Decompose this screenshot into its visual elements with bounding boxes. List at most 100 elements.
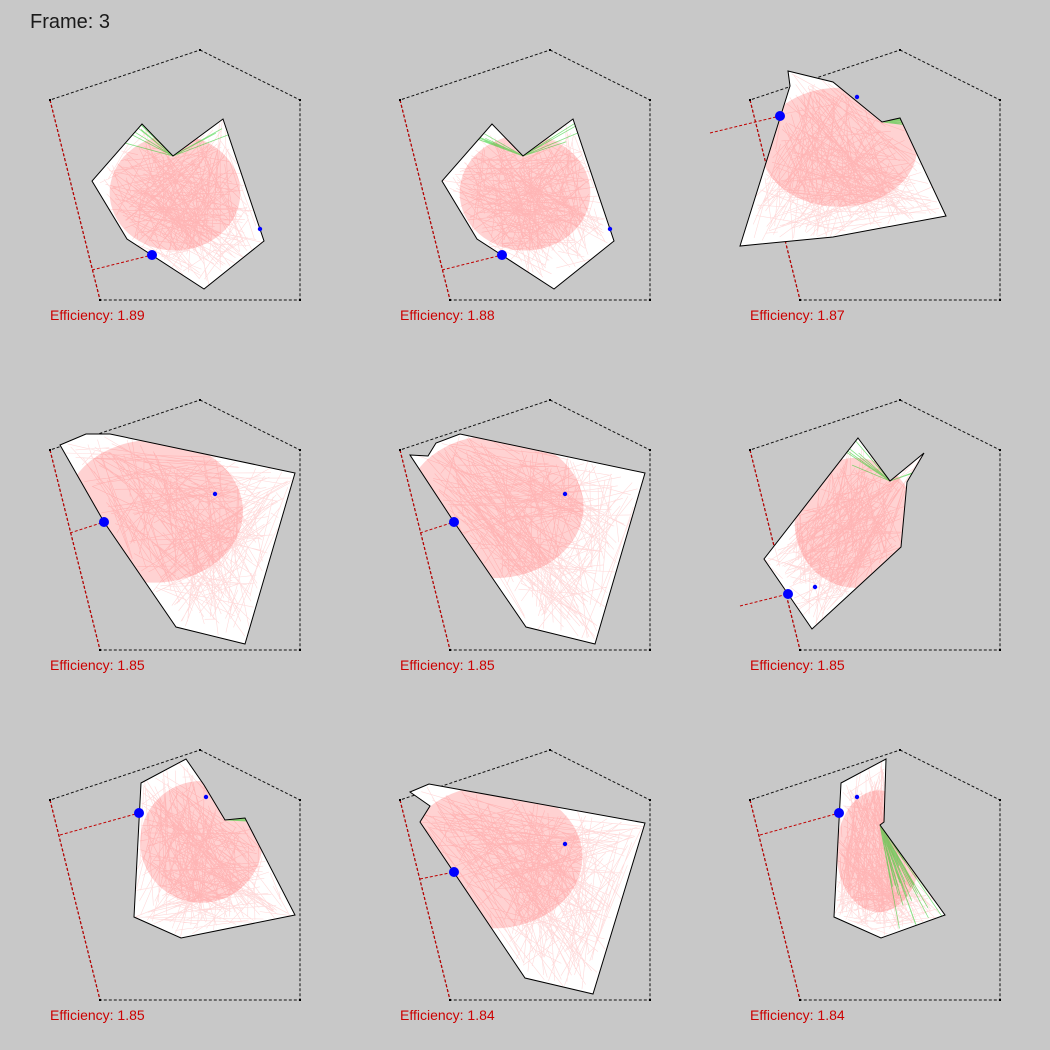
secondary-point <box>812 584 818 590</box>
corner-mark <box>999 99 1001 101</box>
boundary-side <box>749 799 801 1001</box>
boundary-side <box>749 99 801 301</box>
boundary-outline <box>399 399 651 651</box>
boundary-outline <box>49 49 301 301</box>
shape-fill <box>740 71 946 246</box>
boundary-side <box>749 449 801 651</box>
corner-mark <box>299 99 301 101</box>
link-line <box>91 254 153 271</box>
shape-fill <box>60 434 295 644</box>
ray-lines <box>420 786 644 989</box>
corner-mark <box>299 449 301 451</box>
corner-mark <box>549 749 551 751</box>
corner-mark <box>649 299 651 301</box>
corner-mark <box>749 799 751 801</box>
corner-mark <box>549 399 551 401</box>
link-line <box>739 593 789 607</box>
shape-outline <box>739 70 947 247</box>
shape-outline <box>408 783 646 995</box>
ray-texture <box>442 125 608 278</box>
shape-fill <box>92 119 264 289</box>
corner-mark <box>49 99 51 101</box>
shape-fill <box>764 438 924 629</box>
efficiency-label: Efficiency: 1.84 <box>750 1007 845 1023</box>
link-line <box>419 871 455 880</box>
boundary-side <box>399 99 451 301</box>
secondary-point <box>607 226 613 232</box>
corner-mark <box>299 649 301 651</box>
ray-lines <box>442 125 608 278</box>
primary-point <box>134 808 144 818</box>
ray-lines <box>418 436 638 640</box>
corner-mark <box>649 999 651 1001</box>
efficiency-label: Efficiency: 1.84 <box>400 1007 495 1023</box>
shape-fill <box>442 119 614 289</box>
corner-mark <box>99 999 101 1001</box>
corner-mark <box>49 799 51 801</box>
boundary-side <box>49 449 101 651</box>
corner-mark <box>899 749 901 751</box>
panel-4: Efficiency: 1.85 <box>49 399 301 673</box>
density-glow <box>109 134 241 251</box>
primary-point <box>99 517 109 527</box>
corner-mark <box>799 299 801 301</box>
primary-point <box>449 517 459 527</box>
efficiency-label: Efficiency: 1.85 <box>50 1007 145 1023</box>
density-glow <box>459 134 591 251</box>
corner-mark <box>899 399 901 401</box>
boundary-outline <box>49 749 301 1001</box>
frame-label: Frame: 3 <box>30 11 111 33</box>
corner-mark <box>649 649 651 651</box>
corner-mark <box>449 299 451 301</box>
panel-6: Efficiency: 1.85 <box>739 399 1001 673</box>
shape-outline <box>833 758 946 939</box>
corner-mark <box>449 649 451 651</box>
corner-mark <box>999 799 1001 801</box>
link-line <box>759 812 840 836</box>
primary-point <box>147 250 157 260</box>
shape-outline <box>763 437 925 630</box>
efficiency-label: Efficiency: 1.85 <box>400 657 495 673</box>
boundary-outline <box>749 49 1001 301</box>
corner-mark <box>199 749 201 751</box>
corner-mark <box>999 299 1001 301</box>
shape-outline <box>59 433 296 645</box>
primary-point <box>497 250 507 260</box>
panel-1: Efficiency: 1.89 <box>49 49 301 323</box>
primary-point <box>834 808 844 818</box>
link-line <box>419 521 455 534</box>
corner-mark <box>649 99 651 101</box>
corner-mark <box>399 799 401 801</box>
panel-8: Efficiency: 1.84 <box>399 749 651 1023</box>
link-line <box>59 812 140 836</box>
efficiency-label: Efficiency: 1.85 <box>50 657 145 673</box>
shape-outline <box>133 758 296 939</box>
corner-mark <box>799 649 801 651</box>
corner-mark <box>649 799 651 801</box>
corner-mark <box>999 999 1001 1001</box>
ray-lines <box>752 73 940 241</box>
corner-mark <box>99 649 101 651</box>
green-rays <box>879 824 942 929</box>
panel-2: Efficiency: 1.88 <box>399 49 651 323</box>
secondary-point <box>212 491 218 497</box>
corner-mark <box>549 49 551 51</box>
corner-mark <box>999 449 1001 451</box>
boundary-side <box>399 799 451 1001</box>
boundary-outline <box>49 399 301 651</box>
secondary-point <box>203 794 209 800</box>
ray-lines <box>65 436 292 637</box>
corner-mark <box>749 449 751 451</box>
shape-fill <box>134 759 295 938</box>
ray-texture <box>764 448 923 625</box>
corner-mark <box>99 299 101 301</box>
shape-fill <box>410 434 645 644</box>
shape-outline <box>441 118 615 290</box>
panel-9: Efficiency: 1.84 <box>749 749 1001 1023</box>
secondary-point <box>562 841 568 847</box>
corner-mark <box>199 399 201 401</box>
shape-outline <box>409 433 646 645</box>
corner-mark <box>399 99 401 101</box>
ray-lines <box>764 448 923 625</box>
link-line <box>441 254 503 271</box>
